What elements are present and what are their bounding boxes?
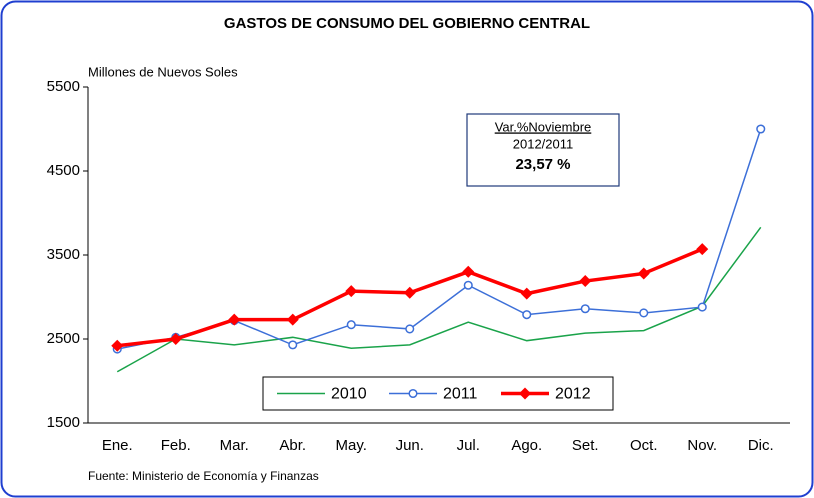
- y-tick-label: 3500: [47, 246, 80, 263]
- annotation-line: Var.%Noviembre: [495, 119, 592, 134]
- y-tick-label: 1500: [47, 414, 80, 431]
- x-tick-label: Dic.: [748, 437, 774, 454]
- annotation-line: 2012/2011: [513, 136, 574, 151]
- point: [696, 243, 709, 256]
- x-tick-label: Set.: [572, 437, 599, 454]
- point: [169, 333, 182, 345]
- y-axis-label: Millones de Nuevos Soles: [88, 64, 238, 79]
- x-tick-label: Mar.: [220, 437, 249, 454]
- x-tick-label: Nov.: [687, 437, 717, 454]
- legend-label: 2010: [331, 386, 367, 403]
- point: [522, 310, 532, 320]
- legend-marker: [408, 388, 418, 399]
- point: [639, 308, 649, 318]
- point: [462, 265, 475, 278]
- x-tick-label: Ago.: [511, 437, 542, 454]
- legend: 2010 2011 2012: [262, 376, 614, 411]
- x-tick-label: Feb.: [161, 437, 191, 454]
- x-tick-label: Oct.: [630, 437, 658, 454]
- point: [228, 313, 241, 326]
- legend-label: 2011: [443, 386, 478, 403]
- point: [580, 304, 590, 314]
- legend-label: 2012: [555, 386, 591, 403]
- series-line: [116, 226, 762, 373]
- point: [520, 287, 533, 300]
- legend-marker: [519, 387, 531, 400]
- point: [345, 285, 358, 298]
- source: Fuente: Ministerio de Economía y Finanza…: [88, 469, 319, 483]
- annotation-line: 23,57 %: [515, 156, 570, 173]
- chart-title: GASTOS DE CONSUMO DEL GOBIERNO CENTRAL: [224, 15, 590, 32]
- point: [403, 286, 416, 299]
- point: [463, 280, 473, 290]
- point: [286, 313, 299, 326]
- x-tick-label: Ene.: [102, 437, 133, 454]
- x-tick-label: Jul.: [457, 437, 480, 454]
- x-tick-label: May.: [336, 437, 367, 454]
- y-tick-label: 4500: [47, 162, 80, 179]
- x-tick-label: Jun.: [396, 437, 424, 454]
- x-tick-label: Abr.: [279, 437, 306, 454]
- y-tick-label: 5500: [47, 78, 80, 95]
- annotation-box: [466, 113, 620, 187]
- point: [405, 324, 415, 334]
- point: [288, 340, 298, 350]
- point: [697, 302, 707, 312]
- point: [637, 267, 650, 280]
- point: [756, 124, 766, 134]
- point: [111, 339, 124, 352]
- y-tick-label: 2500: [47, 330, 80, 347]
- point: [346, 320, 356, 330]
- point: [579, 275, 592, 288]
